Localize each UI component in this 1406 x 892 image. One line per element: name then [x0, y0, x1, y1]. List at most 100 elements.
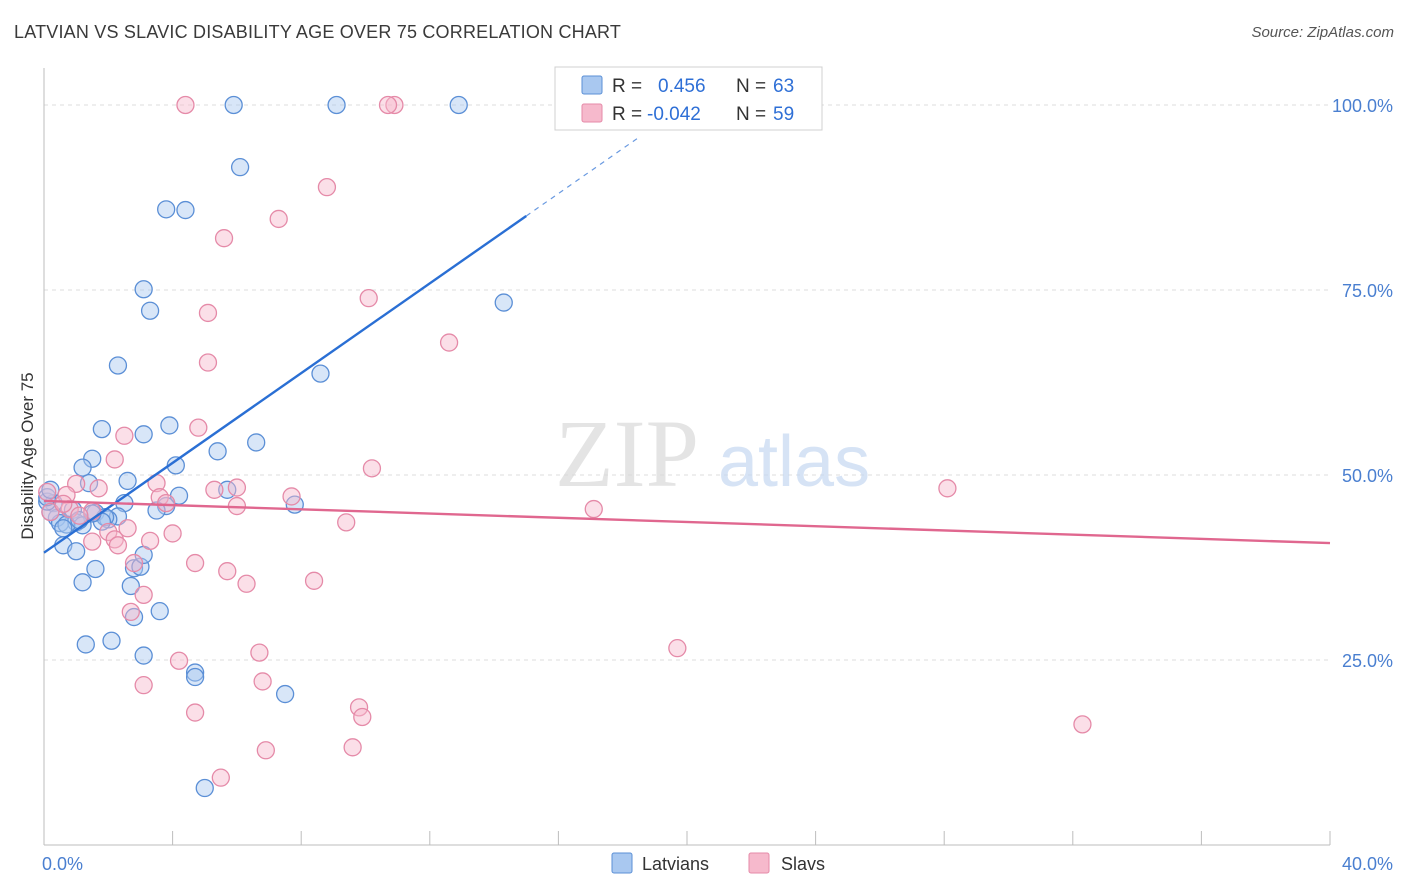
slav-point-37 — [108, 536, 128, 555]
latvian-point-9 — [108, 356, 128, 375]
slav-point-56 — [211, 768, 230, 787]
slav-point-27 — [157, 493, 176, 513]
latvian-point-49 — [124, 607, 144, 627]
legend-slavs-n-label: N = — [736, 104, 766, 125]
slav-point-5 — [214, 229, 234, 248]
slav-point-26 — [54, 494, 73, 514]
slav-point-17 — [205, 480, 224, 499]
slav-point-50 — [349, 698, 369, 717]
latvian-point-59 — [41, 480, 60, 499]
latvian-trendline-extension — [525, 136, 640, 217]
slav-point-44 — [121, 602, 140, 622]
watermark-zip: ZIP — [555, 400, 699, 507]
legend-swatch-slavs — [581, 103, 603, 123]
y-tick-label-0: 25.0% — [1342, 651, 1393, 671]
slav-point-39 — [185, 553, 205, 573]
slav-point-47 — [169, 651, 189, 670]
latvian-point-13 — [160, 416, 179, 435]
latvian-point-4 — [157, 200, 176, 219]
slav-point-14 — [38, 482, 57, 502]
slav-point-57 — [70, 506, 89, 525]
slav-point-52 — [185, 703, 205, 722]
chart-title: LATVIAN VS SLAVIC DISABILITY AGE OVER 75… — [14, 22, 622, 42]
x-tick-labels: 0.0% 40.0% — [42, 854, 1393, 874]
latvian-trendline — [43, 215, 527, 554]
slav-point-9 — [198, 353, 218, 372]
latvian-point-50 — [150, 602, 169, 621]
slav-point-32 — [99, 522, 118, 542]
slav-point-55 — [343, 738, 362, 757]
slav-point-8 — [439, 333, 459, 352]
legend-latvians-n-label: N = — [736, 76, 766, 97]
x-tick-label-1: 40.0% — [1342, 854, 1393, 874]
slav-point-45 — [250, 643, 269, 662]
slav-point-48 — [134, 676, 153, 695]
slav-point-18 — [282, 487, 301, 506]
slav-point-1 — [385, 95, 404, 115]
latvian-point-20 — [79, 473, 99, 493]
latvian-point-42 — [67, 542, 86, 561]
legend-latvians-r-value: 0.456 — [658, 76, 706, 97]
legend-slavs-r-value: -0.042 — [647, 104, 701, 125]
slav-point-51 — [353, 707, 372, 727]
latvian-point-2 — [449, 95, 468, 115]
latvian-point-8 — [494, 293, 513, 312]
latvian-point-10 — [311, 364, 330, 383]
slav-point-16 — [227, 478, 247, 497]
slav-point-38 — [124, 553, 144, 573]
latvian-point-12 — [134, 425, 153, 444]
slav-point-24 — [41, 502, 60, 522]
latvian-point-19 — [118, 471, 137, 491]
slav-point-12 — [362, 459, 382, 478]
y-tick-labels: 25.0% 50.0% 75.0% 100.0% — [1332, 96, 1393, 671]
latvian-point-51 — [102, 631, 121, 650]
slav-point-58 — [118, 519, 137, 538]
slav-point-40 — [218, 562, 237, 581]
latvian-point-11 — [92, 419, 112, 439]
legend-latvians-r-label: R = — [612, 76, 642, 97]
slav-point-29 — [584, 499, 603, 519]
slav-point-54 — [256, 741, 275, 760]
latvian-point-53 — [134, 646, 153, 665]
slav-points — [38, 95, 1092, 787]
latvian-point-0 — [224, 95, 243, 115]
slav-point-10 — [189, 418, 208, 437]
series-legend-label-latvians: Latvians — [642, 854, 709, 874]
latvian-point-55 — [185, 667, 205, 687]
slav-point-4 — [269, 209, 288, 229]
legend-latvians-n-value: 63 — [773, 76, 794, 97]
latvian-point-46 — [86, 559, 105, 579]
stats-legend: R = 0.456 N = 63 R = -0.042 N = 59 — [554, 66, 823, 131]
slav-point-49 — [253, 672, 272, 691]
gridlines — [44, 104, 1330, 661]
slav-point-7 — [198, 303, 218, 323]
latvian-point-56 — [275, 684, 295, 704]
slav-point-41 — [237, 574, 256, 593]
watermark-atlas: atlas — [718, 422, 870, 502]
latvian-points — [38, 95, 513, 798]
latvian-point-43 — [124, 559, 144, 578]
y-axis-title: Disability Age Over 75 — [18, 372, 37, 539]
legend-swatch-latvians — [581, 75, 603, 95]
latvian-point-7 — [140, 301, 160, 320]
slav-point-6 — [359, 288, 378, 308]
latvian-point-3 — [230, 158, 250, 177]
x-ticks — [43, 831, 1331, 845]
latvian-point-57 — [195, 778, 214, 798]
legend-slavs-n-value: 59 — [773, 104, 794, 125]
latvian-point-5 — [176, 200, 195, 220]
slav-point-2 — [378, 95, 398, 115]
legend-slavs-r-label: R = — [612, 104, 642, 125]
slav-point-35 — [83, 532, 102, 551]
slav-point-33 — [163, 524, 182, 543]
latvian-point-14 — [247, 433, 266, 452]
y-tick-label-3: 100.0% — [1332, 96, 1393, 116]
series-legend-swatch-slavs — [748, 852, 770, 874]
latvian-point-17 — [73, 458, 92, 477]
slav-point-13 — [105, 450, 124, 469]
latvian-point-1 — [327, 95, 346, 115]
y-tick-label-2: 75.0% — [1342, 281, 1393, 301]
latvian-point-47 — [73, 573, 92, 592]
latvian-point-6 — [134, 280, 153, 299]
